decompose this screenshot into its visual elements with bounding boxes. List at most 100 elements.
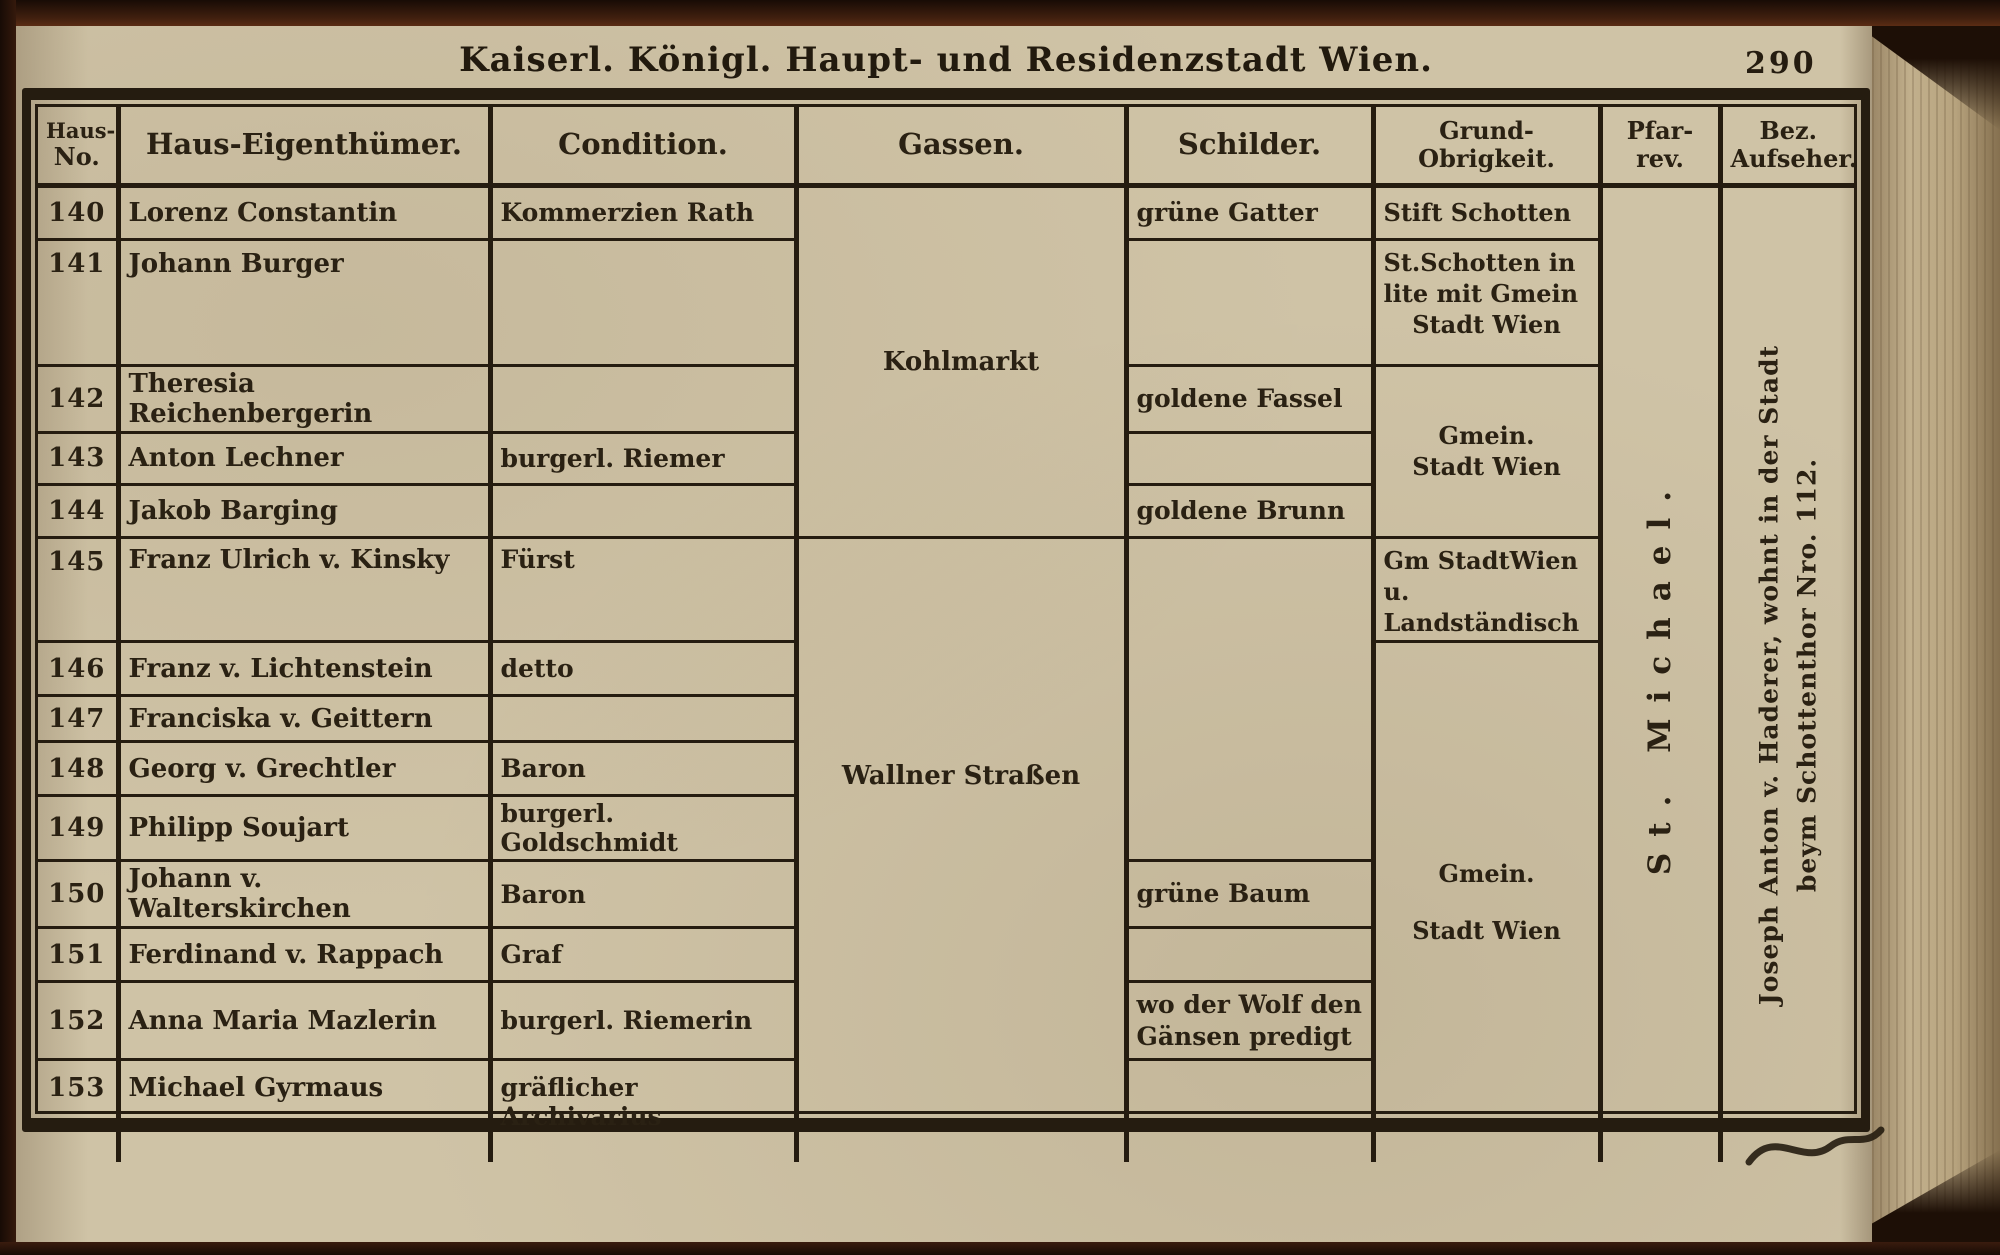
owner: Anton Lechner	[115, 432, 490, 486]
table-row: 143 Anton Lechner burgerl. Riemer	[38, 432, 1854, 486]
owner: Anna Maria Mazlerin	[115, 981, 490, 1062]
table-row: 140 Lorenz Constantin Kommerzien Rath Ko…	[38, 185, 1854, 1162]
condition	[487, 484, 796, 539]
table-row: 142 Theresia Reichenbergerin goldene Fas…	[38, 365, 1854, 539]
grund-obrigkeit-block: Gmein. Stadt Wien	[1370, 641, 1600, 1162]
condition: detto	[487, 641, 796, 698]
col-header-grund-obrigkeit: Grund- Obrigkeit.	[1370, 107, 1600, 188]
table-row: 145 Franz Ulrich v. Kinsky Fürst Wallner…	[38, 537, 1854, 1162]
owner: Franciska v. Geittern	[115, 695, 490, 744]
owner: Theresia Reichenbergerin	[115, 365, 490, 434]
haus-no: 152	[38, 981, 118, 1062]
owner: Franz v. Lichtenstein	[115, 641, 490, 698]
condition: Graf	[487, 927, 796, 984]
grund-obrigkeit-block: Gmein. Stadt Wien	[1370, 365, 1600, 539]
haus-no: 150	[38, 860, 118, 930]
schild	[1123, 695, 1373, 742]
photo-edge-top	[0, 0, 2000, 26]
schild: goldene Fassel	[1123, 365, 1373, 434]
condition: Kommerzien Rath	[487, 185, 796, 241]
page-number: 290	[1745, 46, 1817, 81]
ink-flourish	[1745, 1126, 1885, 1166]
bez-aufseher-text: Joseph Anton v. Haderer, wohnt in der St…	[1754, 344, 1822, 1005]
condition	[487, 365, 796, 434]
haus-no: 143	[38, 432, 118, 486]
gassen-block-kohlmarkt: Kohlmarkt	[793, 185, 1126, 539]
haus-no: 149	[38, 795, 118, 863]
haus-no: 151	[38, 927, 118, 984]
col-header-haus-no: Haus- No.	[38, 107, 118, 188]
grund-obrigkeit: Stift Schotten	[1370, 185, 1600, 241]
photo-edge-bottom	[0, 1242, 2000, 1255]
table-row: 146 Franz v. Lichtenstein detto Gmein. S…	[38, 641, 1854, 1162]
owner: Michael Gyrmaus	[115, 1059, 490, 1162]
pfarrev-text: St. Michael.	[1642, 474, 1678, 875]
condition: Fürst	[487, 537, 796, 644]
table-row: 148 Georg v. Grechtler Baron	[38, 741, 1854, 798]
table-row: 152 Anna Maria Mazlerin burgerl. Riemeri…	[38, 981, 1854, 1062]
col-header-condition: Condition.	[487, 107, 796, 188]
condition: Baron	[487, 741, 796, 798]
schild: grüne Baum	[1123, 860, 1373, 930]
owner: Lorenz Constantin	[115, 185, 490, 241]
condition	[487, 695, 796, 744]
condition: Baron	[487, 860, 796, 930]
schild: goldene Brunn	[1123, 484, 1373, 539]
pfarrev-column: St. Michael.	[1597, 185, 1720, 1162]
table-row: 141 Johann Burger St.Schotten in lite mi…	[38, 239, 1854, 367]
schild	[1123, 927, 1373, 984]
table-row: 153 Michael Gyrmaus gräflicher Archivari…	[38, 1059, 1854, 1162]
schild	[1123, 795, 1373, 863]
table-header-row: Haus- No. Haus-Eigenthümer. Condition. G…	[38, 107, 1854, 188]
schild: wo der Wolf den Gänsen predigt	[1123, 981, 1373, 1062]
schild	[1123, 641, 1373, 696]
table-row: 144 Jakob Barging goldene Brunn	[38, 484, 1854, 539]
condition	[487, 239, 796, 367]
table-row: 147 Franciska v. Geittern	[38, 695, 1854, 744]
owner: Philipp Soujart	[115, 795, 490, 863]
running-header: Kaiserl. Königl. Haupt- und Residenzstad…	[459, 40, 1433, 80]
condition: gräflicher Archivarius	[487, 1059, 796, 1162]
col-header-bez-aufseher: Bez. Aufseher.	[1717, 107, 1854, 188]
schild	[1123, 741, 1373, 796]
bez-aufseher-column: Joseph Anton v. Haderer, wohnt in der St…	[1717, 185, 1854, 1162]
col-header-pfarrev: Pfar- rev.	[1597, 107, 1720, 188]
table-row: 149 Philipp Soujart burgerl. Goldschmidt	[38, 795, 1854, 863]
table-frame: Haus- No. Haus-Eigenthümer. Condition. G…	[22, 88, 1870, 1162]
condition: burgerl. Goldschmidt	[487, 795, 796, 863]
col-header-schilder: Schilder.	[1123, 107, 1373, 188]
col-header-eigenthuemer: Haus-Eigenthümer.	[115, 107, 490, 188]
haus-no: 148	[38, 741, 118, 798]
house-register-table: Haus- No. Haus-Eigenthümer. Condition. G…	[38, 107, 1854, 1162]
table-frame-inner: Haus- No. Haus-Eigenthümer. Condition. G…	[35, 104, 1857, 1162]
owner: Ferdinand v. Rappach	[115, 927, 490, 984]
haus-no: 145	[38, 537, 118, 644]
col-header-gassen: Gassen.	[793, 107, 1126, 188]
photo-edge-left	[0, 0, 16, 1255]
schild	[1123, 432, 1373, 486]
table-row: 150 Johann v. Walterskirchen Baron grüne…	[38, 860, 1854, 930]
owner: Johann v. Walterskirchen	[115, 860, 490, 930]
haus-no: 147	[38, 695, 118, 744]
book-fore-edge	[1872, 0, 2000, 1255]
owner: Franz Ulrich v. Kinsky	[115, 537, 490, 644]
schild: grüne Gatter	[1123, 185, 1373, 241]
owner: Johann Burger	[115, 239, 490, 367]
schild	[1123, 239, 1373, 367]
condition: burgerl. Riemerin	[487, 981, 796, 1062]
owner: Jakob Barging	[115, 484, 490, 539]
owner: Georg v. Grechtler	[115, 741, 490, 798]
haus-no: 142	[38, 365, 118, 434]
schild	[1123, 1059, 1373, 1162]
haus-no: 144	[38, 484, 118, 539]
haus-no: 141	[38, 239, 118, 367]
grund-obrigkeit: St.Schotten in lite mit Gmein Stadt Wien	[1370, 239, 1600, 367]
grund-obrigkeit: Gm StadtWien u. Landständisch	[1370, 537, 1600, 644]
table-row: 151 Ferdinand v. Rappach Graf	[38, 927, 1854, 984]
schild	[1123, 537, 1373, 642]
haus-no: 153	[48, 1073, 106, 1104]
condition: burgerl. Riemer	[487, 432, 796, 486]
gassen-block-wallner-strassen: Wallner Straßen	[793, 537, 1126, 1162]
haus-no: 146	[38, 641, 118, 698]
haus-no: 140	[38, 185, 118, 241]
